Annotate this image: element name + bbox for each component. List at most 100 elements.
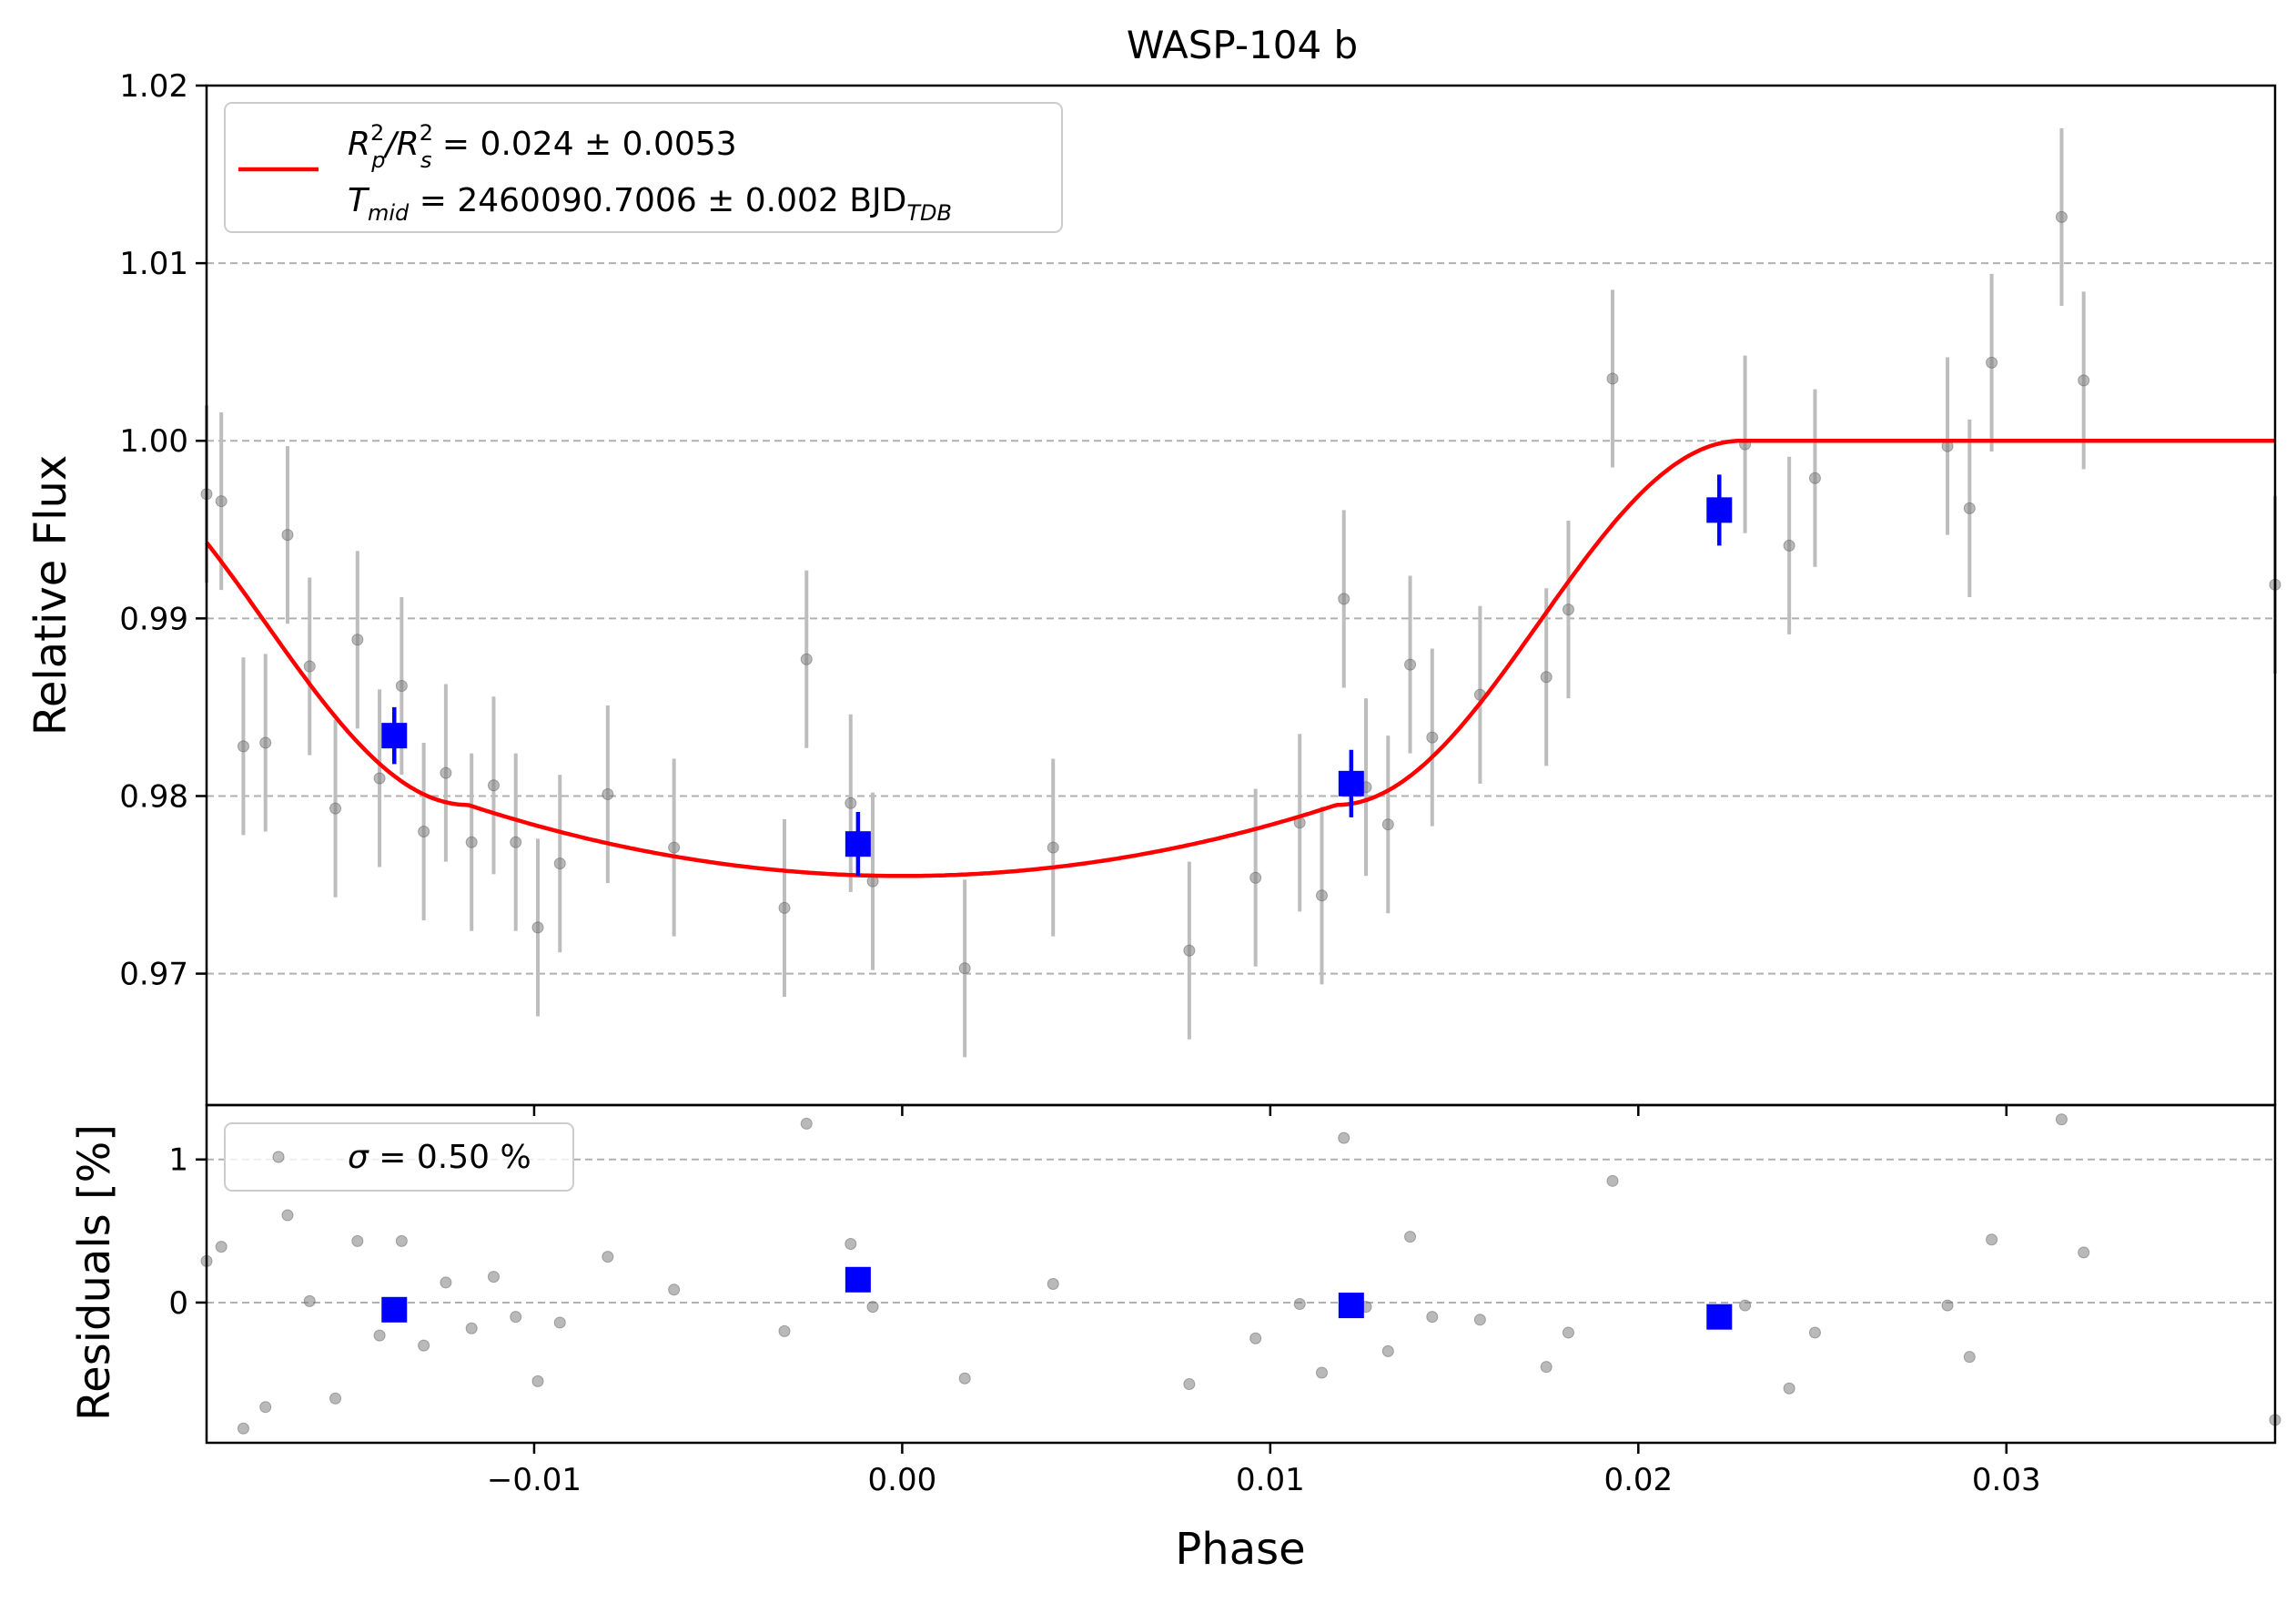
raw-point (2078, 374, 2090, 387)
residual-point (1941, 1299, 1954, 1312)
legend-residual-marker (272, 1151, 285, 1163)
raw-point (553, 857, 566, 870)
bottom-y-tick-label: 1 (168, 1142, 188, 1179)
chart-title: WASP-104 b (1127, 23, 1358, 67)
raw-point (465, 836, 478, 848)
raw-point (778, 901, 791, 914)
binned-residual-point (1338, 1293, 1364, 1319)
residual-point (2055, 1113, 2068, 1126)
raw-point (602, 788, 614, 801)
top-panel-y-ticks: 0.97 0.98 0.99 1.00 1.01 1.02 (119, 68, 207, 993)
raw-point (958, 962, 971, 975)
residual-point (1047, 1278, 1059, 1291)
bottom-legend-box (224, 1122, 574, 1192)
raw-point (1783, 539, 1795, 552)
binned-residual-point (1706, 1304, 1733, 1330)
raw-point (1315, 889, 1328, 902)
residual-point (1293, 1298, 1306, 1311)
residual-point (487, 1271, 500, 1283)
residual-point (1739, 1299, 1752, 1312)
bottom-y-axis-title: Residuals [%] (69, 1124, 120, 1421)
raw-point (487, 779, 500, 792)
raw-point (1963, 502, 1976, 514)
raw-point (1249, 871, 1262, 884)
transit-model-curve (205, 438, 2275, 878)
residual-point (2078, 1246, 2090, 1259)
x-tick-label: −0.01 (487, 1462, 582, 1498)
residual-point (553, 1316, 566, 1329)
residual-point (259, 1401, 272, 1414)
residual-point (958, 1372, 971, 1385)
raw-point (303, 660, 316, 673)
raw-point (373, 772, 386, 785)
legend-radius-ratio-label: R2 p/R2 s = 0.024 ± 0.0053 (348, 120, 737, 173)
x-tick-label: 0.03 (1972, 1462, 2041, 1498)
binned-point (845, 831, 871, 857)
binned-point (381, 723, 408, 749)
bottom-legend: σ = 0.50 % (224, 1122, 574, 1192)
x-tick-label: 0.01 (1236, 1462, 1305, 1498)
raw-point (395, 680, 408, 693)
top-y-axis-title: Relative Flux (25, 455, 76, 736)
bottom-panel-binned-residuals (381, 1266, 1733, 1330)
residual-point (418, 1339, 430, 1352)
binned-residual-point (845, 1266, 871, 1293)
raw-point (2055, 210, 2068, 223)
residual-point (1783, 1382, 1795, 1395)
raw-point (1540, 671, 1553, 684)
raw-point (351, 634, 364, 646)
bottom-panel-raw-residuals (200, 1113, 2281, 1435)
residual-point (281, 1209, 294, 1222)
top-y-tick-label: 1.01 (119, 246, 188, 282)
legend-sigma-label: σ = 0.50 % (348, 1139, 531, 1176)
residual-point (1540, 1361, 1553, 1374)
bottom-panel-x-ticks: −0.01 0.00 0.01 0.02 0.03 (487, 1105, 2041, 1498)
top-panel-binned-points (381, 474, 1733, 877)
raw-point (259, 736, 272, 749)
raw-point (1606, 372, 1619, 385)
residual-point (1963, 1351, 1976, 1364)
raw-point (800, 653, 813, 665)
residual-point (510, 1311, 522, 1324)
residual-point (866, 1301, 879, 1314)
binned-point (1338, 770, 1364, 796)
bottom-y-tick-label: 0 (168, 1285, 188, 1322)
residual-point (440, 1276, 452, 1289)
raw-point (329, 802, 342, 815)
raw-point (845, 796, 857, 809)
bottom-panel-frame (205, 1103, 2277, 1445)
residual-point (778, 1324, 791, 1337)
residual-point (1426, 1311, 1439, 1324)
residual-point (373, 1329, 386, 1342)
residual-point (351, 1234, 364, 1247)
residual-point (1404, 1231, 1417, 1243)
residual-point (1986, 1233, 1998, 1246)
residual-point (602, 1251, 614, 1263)
raw-point (531, 921, 544, 934)
top-legend: R2 p/R2 s = 0.024 ± 0.0053 Tmid = 2460090.… (224, 102, 1063, 233)
raw-point (1381, 818, 1394, 831)
top-legend-box (224, 102, 1063, 233)
top-y-tick-label: 1.02 (119, 68, 188, 105)
top-panel-raw-points (200, 127, 2281, 1058)
residual-point (395, 1234, 408, 1247)
residual-point (668, 1283, 681, 1296)
top-y-tick-label: 0.99 (119, 601, 188, 637)
raw-point (1183, 944, 1196, 957)
top-y-tick-label: 0.97 (119, 957, 188, 993)
x-axis-title: Phase (1175, 1524, 1305, 1575)
residual-point (465, 1322, 478, 1334)
residual-point (845, 1237, 857, 1250)
residual-point (215, 1241, 228, 1253)
residual-point (1315, 1366, 1328, 1379)
raw-point (1808, 472, 1821, 484)
raw-point (440, 766, 452, 779)
raw-point (1338, 593, 1350, 605)
residual-point (1183, 1378, 1196, 1391)
raw-point (510, 836, 522, 848)
top-y-tick-label: 1.00 (119, 423, 188, 460)
residual-point (800, 1117, 813, 1130)
x-tick-label: 0.02 (1603, 1462, 1673, 1498)
